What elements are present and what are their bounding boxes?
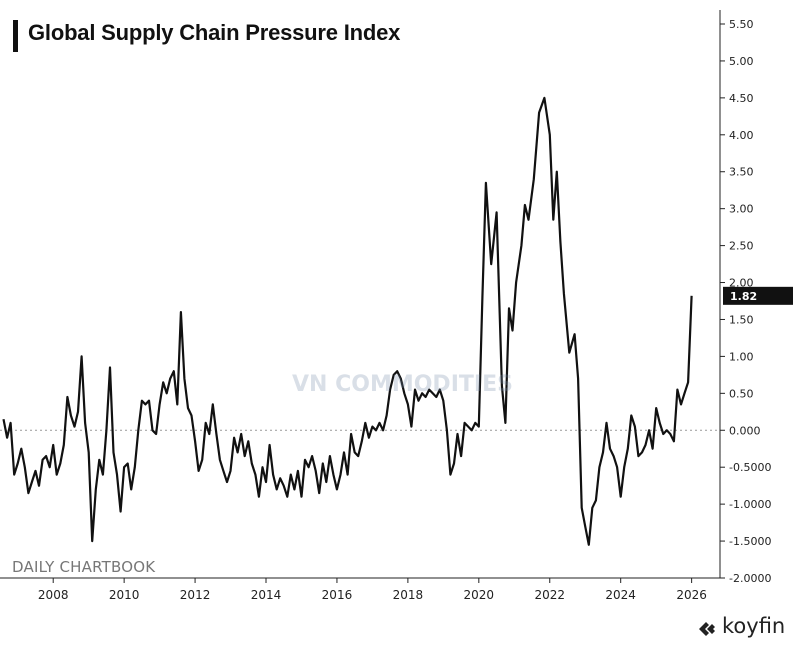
y-tick-label: -1.0000 <box>729 498 771 511</box>
y-tick-label: 1.50 <box>729 313 754 326</box>
y-tick-label: 0.000 <box>729 424 761 437</box>
y-tick-label: 4.00 <box>729 129 754 142</box>
y-tick-label: 3.00 <box>729 203 754 216</box>
axis-layer: 5.50 5.00 4.50 4.00 3.50 3.00 2.50 2.00 1.50 1.00… <box>0 10 793 602</box>
x-tick-label: 2010 <box>109 588 140 602</box>
y-tick-label: 0.50 <box>729 387 754 400</box>
y-tick-label: -1.5000 <box>729 535 771 548</box>
x-tick-label: 2024 <box>605 588 636 602</box>
y-tick-label: 5.00 <box>729 55 754 68</box>
x-tick-label: 2008 <box>38 588 69 602</box>
y-tick-label: 4.50 <box>729 92 754 105</box>
source-label: DAILY CHARTBOOK <box>12 558 156 576</box>
series-line <box>2 96 693 546</box>
y-tick-label: 1.00 <box>729 350 754 363</box>
x-tick-label: 2022 <box>534 588 565 602</box>
x-tick-label: 2018 <box>393 588 424 602</box>
x-tick-label: 2016 <box>322 588 353 602</box>
y-tick-label: 2.50 <box>729 240 754 253</box>
chart-title: Global Supply Chain Pressure Index <box>28 20 401 45</box>
y-tick-label: 2.00 <box>729 277 754 290</box>
x-tick-label: 2014 <box>251 588 282 602</box>
last-value-badge <box>723 286 793 305</box>
y-tick-label: -2.0000 <box>729 572 771 585</box>
x-tick-label: 2012 <box>180 588 211 602</box>
y-tick-label: 5.50 <box>729 18 754 31</box>
y-tick-label: 3.50 <box>729 166 754 179</box>
x-tick-label: 2026 <box>676 588 707 602</box>
title-accent-bar <box>13 20 18 52</box>
y-tick-label: -0.5000 <box>729 461 771 474</box>
x-tick-label: 2020 <box>464 588 495 602</box>
last-value-label: 1.82 <box>730 290 757 303</box>
plot-layer <box>0 96 720 546</box>
koyfin-logo-icon <box>699 622 715 636</box>
watermark-text: VN COMMODITIES <box>292 372 513 397</box>
brand-name: koyfin <box>722 614 786 638</box>
